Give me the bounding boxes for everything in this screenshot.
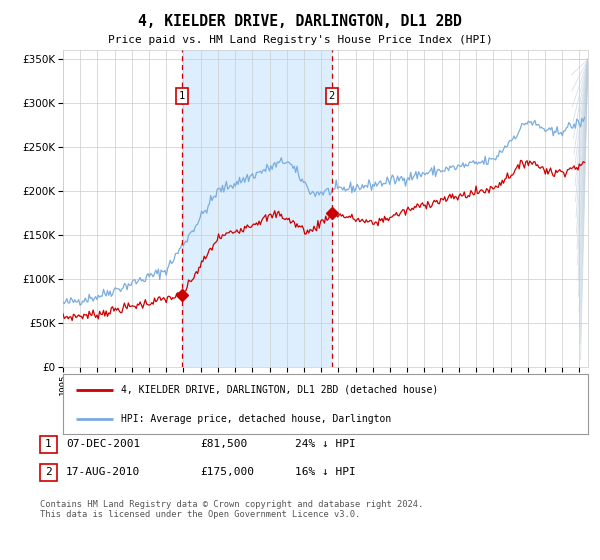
Text: Contains HM Land Registry data © Crown copyright and database right 2024.
This d: Contains HM Land Registry data © Crown c… xyxy=(40,500,423,520)
Text: 1: 1 xyxy=(44,439,52,449)
Text: 17-AUG-2010: 17-AUG-2010 xyxy=(66,467,140,477)
Text: 1: 1 xyxy=(179,91,185,101)
Text: 07-DEC-2001: 07-DEC-2001 xyxy=(66,439,140,449)
Text: HPI: Average price, detached house, Darlington: HPI: Average price, detached house, Darl… xyxy=(121,414,391,424)
FancyBboxPatch shape xyxy=(40,436,56,452)
Text: £175,000: £175,000 xyxy=(200,467,254,477)
Text: £81,500: £81,500 xyxy=(200,439,247,449)
Text: Price paid vs. HM Land Registry's House Price Index (HPI): Price paid vs. HM Land Registry's House … xyxy=(107,35,493,45)
Text: 4, KIELDER DRIVE, DARLINGTON, DL1 2BD: 4, KIELDER DRIVE, DARLINGTON, DL1 2BD xyxy=(138,14,462,29)
Bar xyxy=(182,50,332,367)
Text: 2: 2 xyxy=(44,467,52,477)
FancyBboxPatch shape xyxy=(40,464,56,480)
Text: 2: 2 xyxy=(329,91,335,101)
Text: 24% ↓ HPI: 24% ↓ HPI xyxy=(295,439,356,449)
Text: 16% ↓ HPI: 16% ↓ HPI xyxy=(295,467,356,477)
Text: 4, KIELDER DRIVE, DARLINGTON, DL1 2BD (detached house): 4, KIELDER DRIVE, DARLINGTON, DL1 2BD (d… xyxy=(121,385,438,395)
